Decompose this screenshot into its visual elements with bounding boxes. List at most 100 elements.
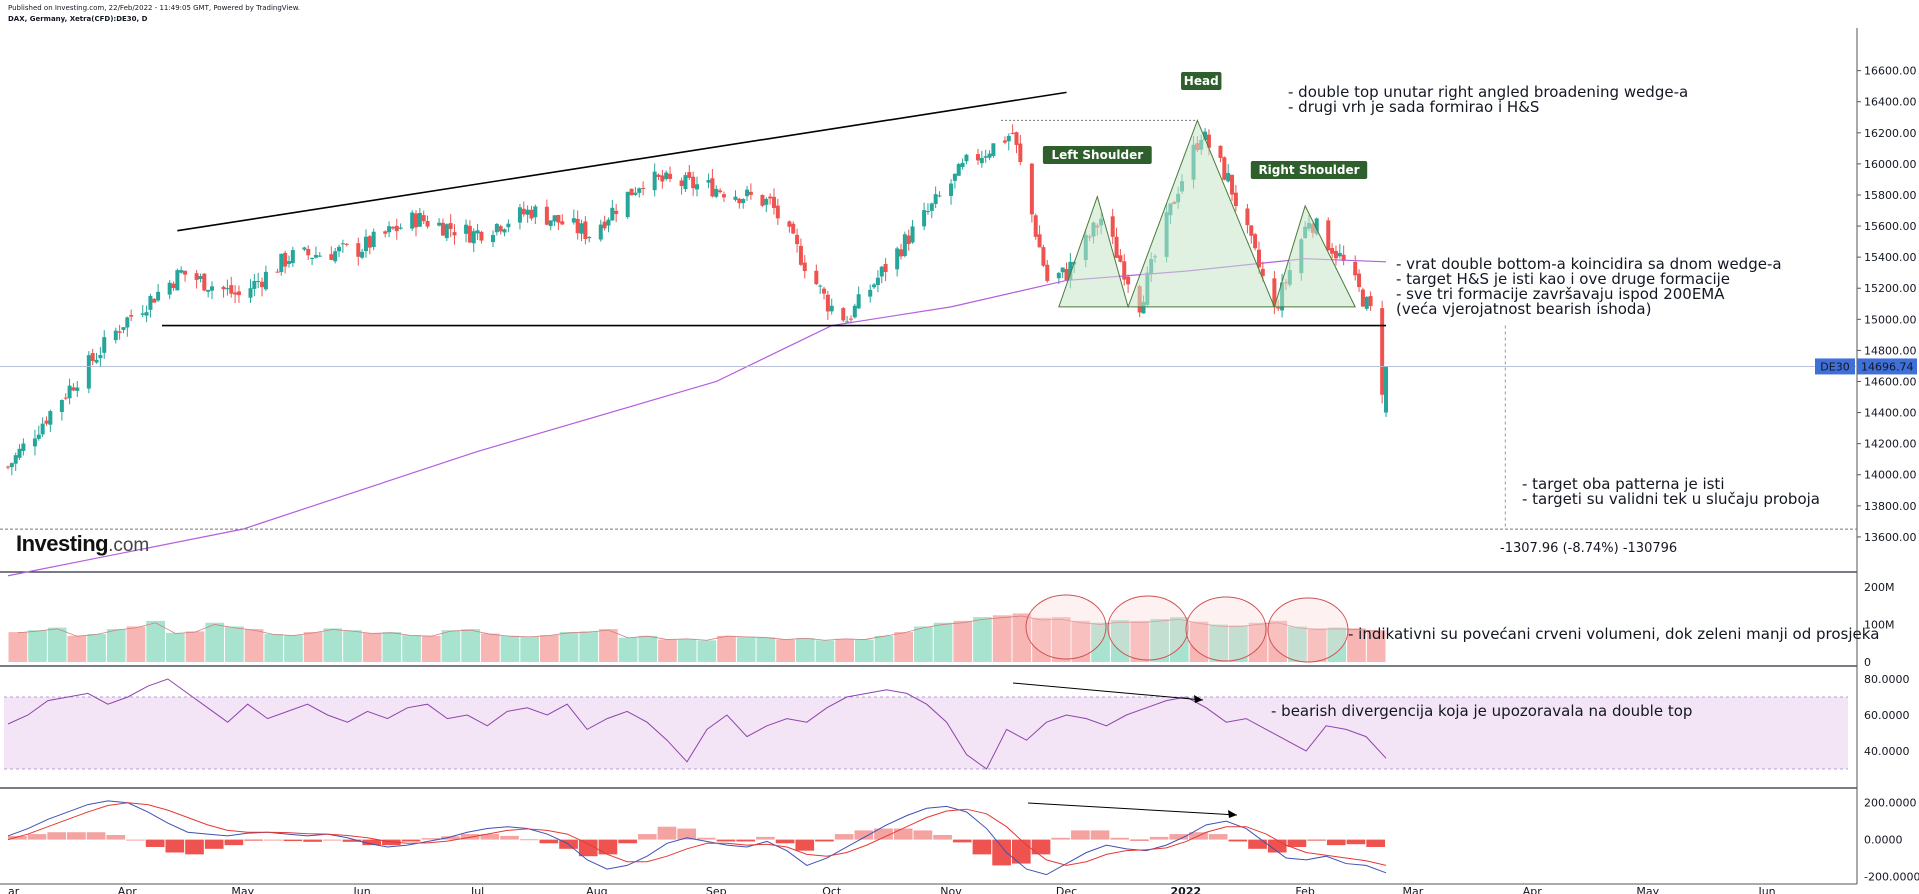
annotation-line: - double top unutar right angled broaden… [1288,83,1689,101]
rsi-tick-label: 40.0000 [1864,745,1910,758]
macd-histogram-bar [598,839,618,855]
candle-body [1206,134,1211,148]
candle-body [975,154,980,161]
volume-bar [736,636,756,662]
price-tick-label: 14000.00 [1864,469,1917,482]
candle-body [183,270,188,275]
candle-body [983,156,988,158]
volume-bar [47,627,67,662]
candle-body [144,312,149,316]
time-tick-label: Aug [586,885,607,894]
candle-body [1260,268,1265,276]
volume-bar [1307,628,1327,662]
candle-body [1006,135,1011,142]
macd-histogram-bar [362,839,382,846]
candle-body [414,213,419,228]
candle-body [1064,269,1069,281]
candle-body [502,229,507,233]
candle-body [340,243,345,245]
macd-line [7,800,1387,876]
candle-body [425,220,430,227]
candle-body [868,289,873,297]
candle-body [117,331,122,333]
macd-histogram-bar [913,830,933,840]
candle-body [979,157,984,164]
macd-histogram-bar [815,839,834,842]
volume-bar [1071,620,1091,662]
candle-body [1041,247,1046,266]
candle-body [1233,192,1238,207]
macd-histogram-bar [893,828,913,840]
macd-histogram-bar [952,839,972,843]
volume-bar [579,631,599,662]
volume-bar [776,639,795,662]
candle-body [467,225,472,243]
macd-histogram-bar [578,839,598,857]
candle-body [610,207,615,221]
candle-body [86,355,91,389]
candle-body [363,236,368,252]
candle-body [710,178,715,197]
candle-body [718,190,723,193]
candle-body [571,218,576,223]
annotation-volume: - indikativni su povećani crveni volumen… [1348,625,1880,643]
candle-body [75,387,80,391]
axes: 16600.00 16400.00 16200.00 16000.00 15800.00… [8,65,1919,894]
candle-body [1045,264,1050,281]
macd-pane [7,800,1387,876]
macd-histogram-bar [1090,830,1110,840]
candle-body [36,434,41,439]
candle-body [236,291,241,296]
candle-body [1014,132,1019,145]
macd-divergence-line [1027,802,1238,816]
time-tick-label: Jun [1757,885,1775,894]
macd-histogram-bar [244,839,263,841]
annotation-line: (veća vjerojatnost bearish ishoda) [1396,300,1652,318]
candle-body [606,219,611,226]
candle-body [910,226,915,243]
candle-body [410,212,415,229]
candle-body [1203,131,1208,141]
candle-body [233,292,238,295]
candle-body [629,188,634,196]
macd-histogram-bar [224,839,244,846]
volume-tick-label: 100M [1864,619,1895,632]
time-tick-label: Feb [1295,885,1314,894]
candle-body [371,231,376,247]
candle-body [641,187,646,189]
candle-body [775,205,780,219]
candle-body [521,208,526,215]
candle-body [390,226,395,229]
candle-body [48,411,53,425]
volume-tick-label: 0 [1864,656,1871,669]
annotation-line: - target oba patterna je isti [1522,475,1725,493]
volume-bar [441,630,461,662]
volume-bar [362,632,382,662]
candle-body [44,420,49,424]
candle-body [687,172,692,178]
candle-body [652,171,657,191]
volume-bar [697,640,717,662]
volume-bar [185,631,205,662]
volume-bar [835,638,854,662]
candle-body [925,211,930,213]
volume-bar [953,620,973,662]
candle-body [1060,267,1065,273]
macd-histogram-bar [421,838,441,840]
time-tick-label: Apr [1523,885,1543,894]
rsi-divergence-line [1012,682,1204,701]
candle-body [991,143,996,156]
candle-body [225,288,230,290]
candle-body [614,210,619,215]
candle-body [829,305,834,312]
volume-bar [461,629,480,662]
volume-bar [146,620,165,662]
volume-bar [1366,630,1386,662]
time-tick-label: May [1636,885,1659,894]
candle-body [517,207,522,223]
candle-body [437,222,442,226]
candle-body [113,330,118,341]
candle-body [1033,215,1038,237]
candle-body [795,234,800,245]
